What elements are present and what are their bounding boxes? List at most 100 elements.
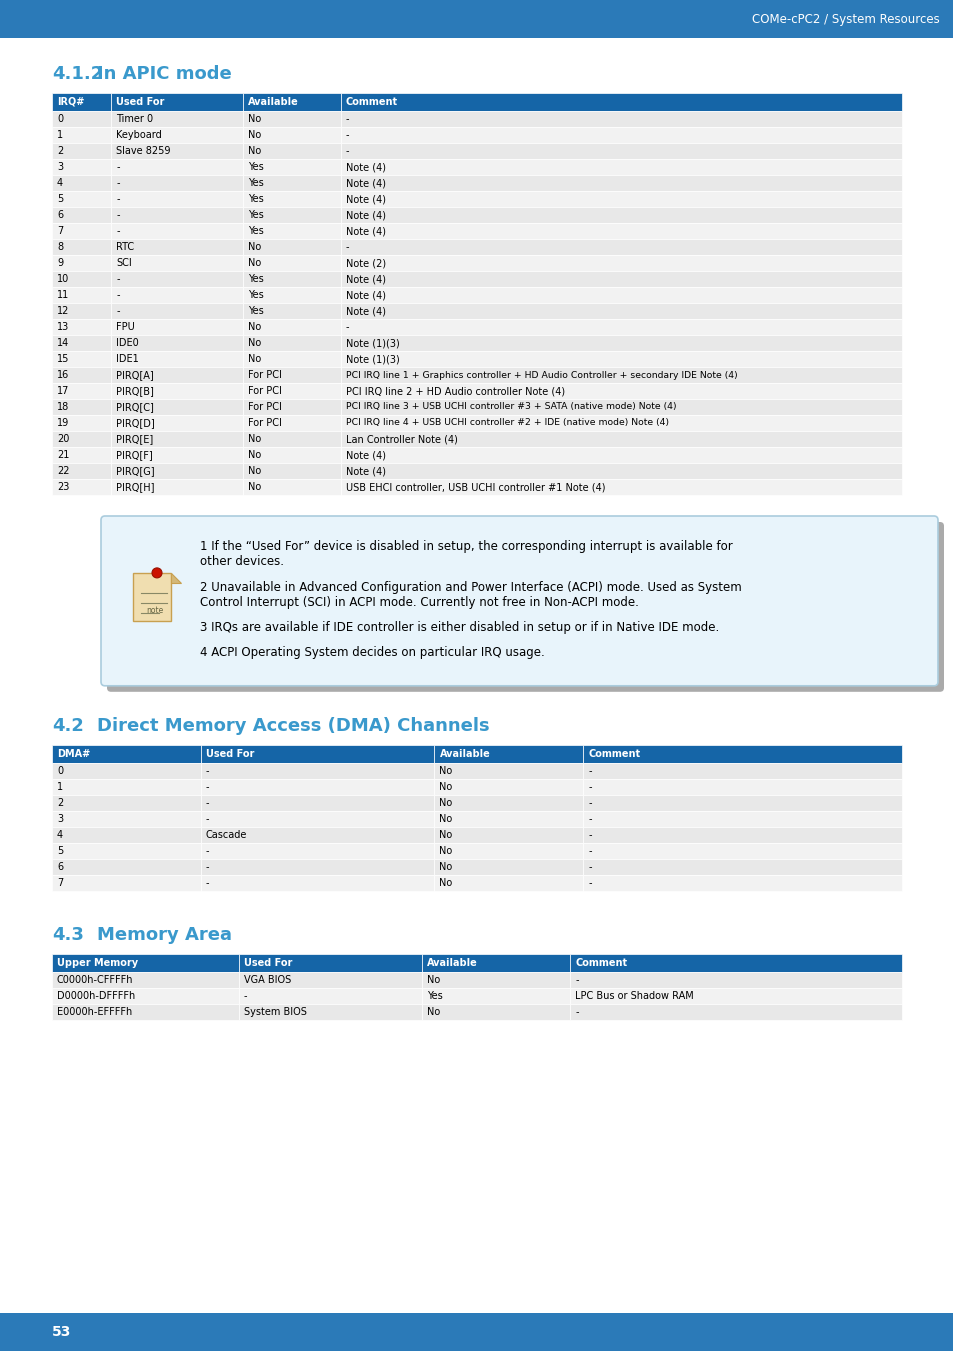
Bar	[243, 255, 340, 272]
Bar	[112, 319, 243, 335]
Text: Yes: Yes	[248, 226, 264, 236]
Text: 19: 19	[57, 417, 70, 428]
Text: 13: 13	[57, 322, 70, 332]
Text: Slave 8259: Slave 8259	[116, 146, 171, 155]
Text: -: -	[116, 178, 120, 188]
Text: PIRQ[A]: PIRQ[A]	[116, 370, 154, 380]
Bar	[243, 111, 340, 127]
Text: -: -	[206, 846, 209, 855]
Text: Used For: Used For	[206, 748, 253, 759]
Bar	[243, 399, 340, 415]
Bar	[52, 303, 112, 319]
Bar	[112, 223, 243, 239]
Bar	[112, 303, 243, 319]
Text: Yes: Yes	[248, 195, 264, 204]
Text: 22: 22	[57, 466, 70, 476]
Bar	[52, 335, 112, 351]
Text: 7: 7	[57, 878, 63, 888]
Text: Comment: Comment	[346, 97, 397, 107]
Text: 9: 9	[57, 258, 63, 267]
Bar	[200, 744, 434, 763]
Text: For PCI: For PCI	[248, 403, 282, 412]
Text: No: No	[248, 146, 261, 155]
Text: 23: 23	[57, 482, 70, 492]
Bar	[112, 447, 243, 463]
Bar	[200, 811, 434, 827]
Text: PCI IRQ line 3 + USB UCHI controller #3 + SATA (native mode) Note (4): PCI IRQ line 3 + USB UCHI controller #3 …	[346, 403, 676, 412]
Text: -: -	[346, 146, 349, 155]
Text: -: -	[116, 274, 120, 284]
Bar	[340, 303, 901, 319]
Text: Comment: Comment	[575, 958, 627, 967]
Text: -: -	[116, 162, 120, 172]
Text: Note (4): Note (4)	[346, 466, 386, 476]
Bar	[243, 319, 340, 335]
Text: RTC: RTC	[116, 242, 134, 253]
Bar	[112, 351, 243, 367]
Bar	[340, 143, 901, 159]
Text: Note (4): Note (4)	[346, 226, 386, 236]
Text: other devices.: other devices.	[200, 555, 284, 569]
Bar	[243, 463, 340, 480]
Bar	[243, 223, 340, 239]
Text: For PCI: For PCI	[248, 370, 282, 380]
Bar	[0, 0, 953, 38]
Bar	[243, 272, 340, 286]
Bar	[570, 1004, 901, 1020]
Text: No: No	[248, 466, 261, 476]
Text: -: -	[346, 242, 349, 253]
Bar	[340, 351, 901, 367]
Text: -: -	[588, 878, 591, 888]
Bar	[112, 463, 243, 480]
Text: 3: 3	[57, 162, 63, 172]
Text: -: -	[588, 798, 591, 808]
Bar	[112, 239, 243, 255]
Bar	[340, 447, 901, 463]
Bar	[52, 272, 112, 286]
Bar	[340, 399, 901, 415]
Bar	[52, 744, 200, 763]
Text: -: -	[116, 290, 120, 300]
Text: VGA BIOS: VGA BIOS	[244, 975, 291, 985]
Bar	[200, 763, 434, 778]
Bar	[52, 93, 112, 111]
Bar	[52, 351, 112, 367]
Bar	[112, 431, 243, 447]
Text: -: -	[346, 130, 349, 141]
Bar	[243, 143, 340, 159]
Bar	[112, 399, 243, 415]
Text: No: No	[426, 1006, 439, 1017]
Bar	[52, 319, 112, 335]
Text: 12: 12	[57, 305, 70, 316]
Text: Timer 0: Timer 0	[116, 113, 153, 124]
Bar	[340, 93, 901, 111]
Bar	[112, 255, 243, 272]
Bar	[582, 811, 901, 827]
Bar	[52, 1004, 239, 1020]
Text: No: No	[248, 482, 261, 492]
Bar	[243, 176, 340, 190]
Bar	[243, 127, 340, 143]
Text: -: -	[575, 975, 578, 985]
Bar	[112, 415, 243, 431]
Bar	[52, 794, 200, 811]
Bar	[570, 954, 901, 971]
Text: Cascade: Cascade	[206, 830, 247, 840]
Bar	[340, 431, 901, 447]
Text: For PCI: For PCI	[248, 386, 282, 396]
Text: Lan Controller Note (4): Lan Controller Note (4)	[346, 434, 457, 444]
Bar	[52, 447, 112, 463]
Bar	[52, 399, 112, 415]
Text: -: -	[206, 813, 209, 824]
Bar	[112, 93, 243, 111]
Text: IRQ#: IRQ#	[57, 97, 84, 107]
Text: Available: Available	[248, 97, 298, 107]
Text: 14: 14	[57, 338, 70, 349]
Text: Note (1)(3): Note (1)(3)	[346, 338, 399, 349]
Bar	[112, 335, 243, 351]
Text: No: No	[439, 830, 453, 840]
Bar	[52, 382, 112, 399]
Text: -: -	[116, 305, 120, 316]
Text: Yes: Yes	[248, 290, 264, 300]
Text: IDE0: IDE0	[116, 338, 139, 349]
